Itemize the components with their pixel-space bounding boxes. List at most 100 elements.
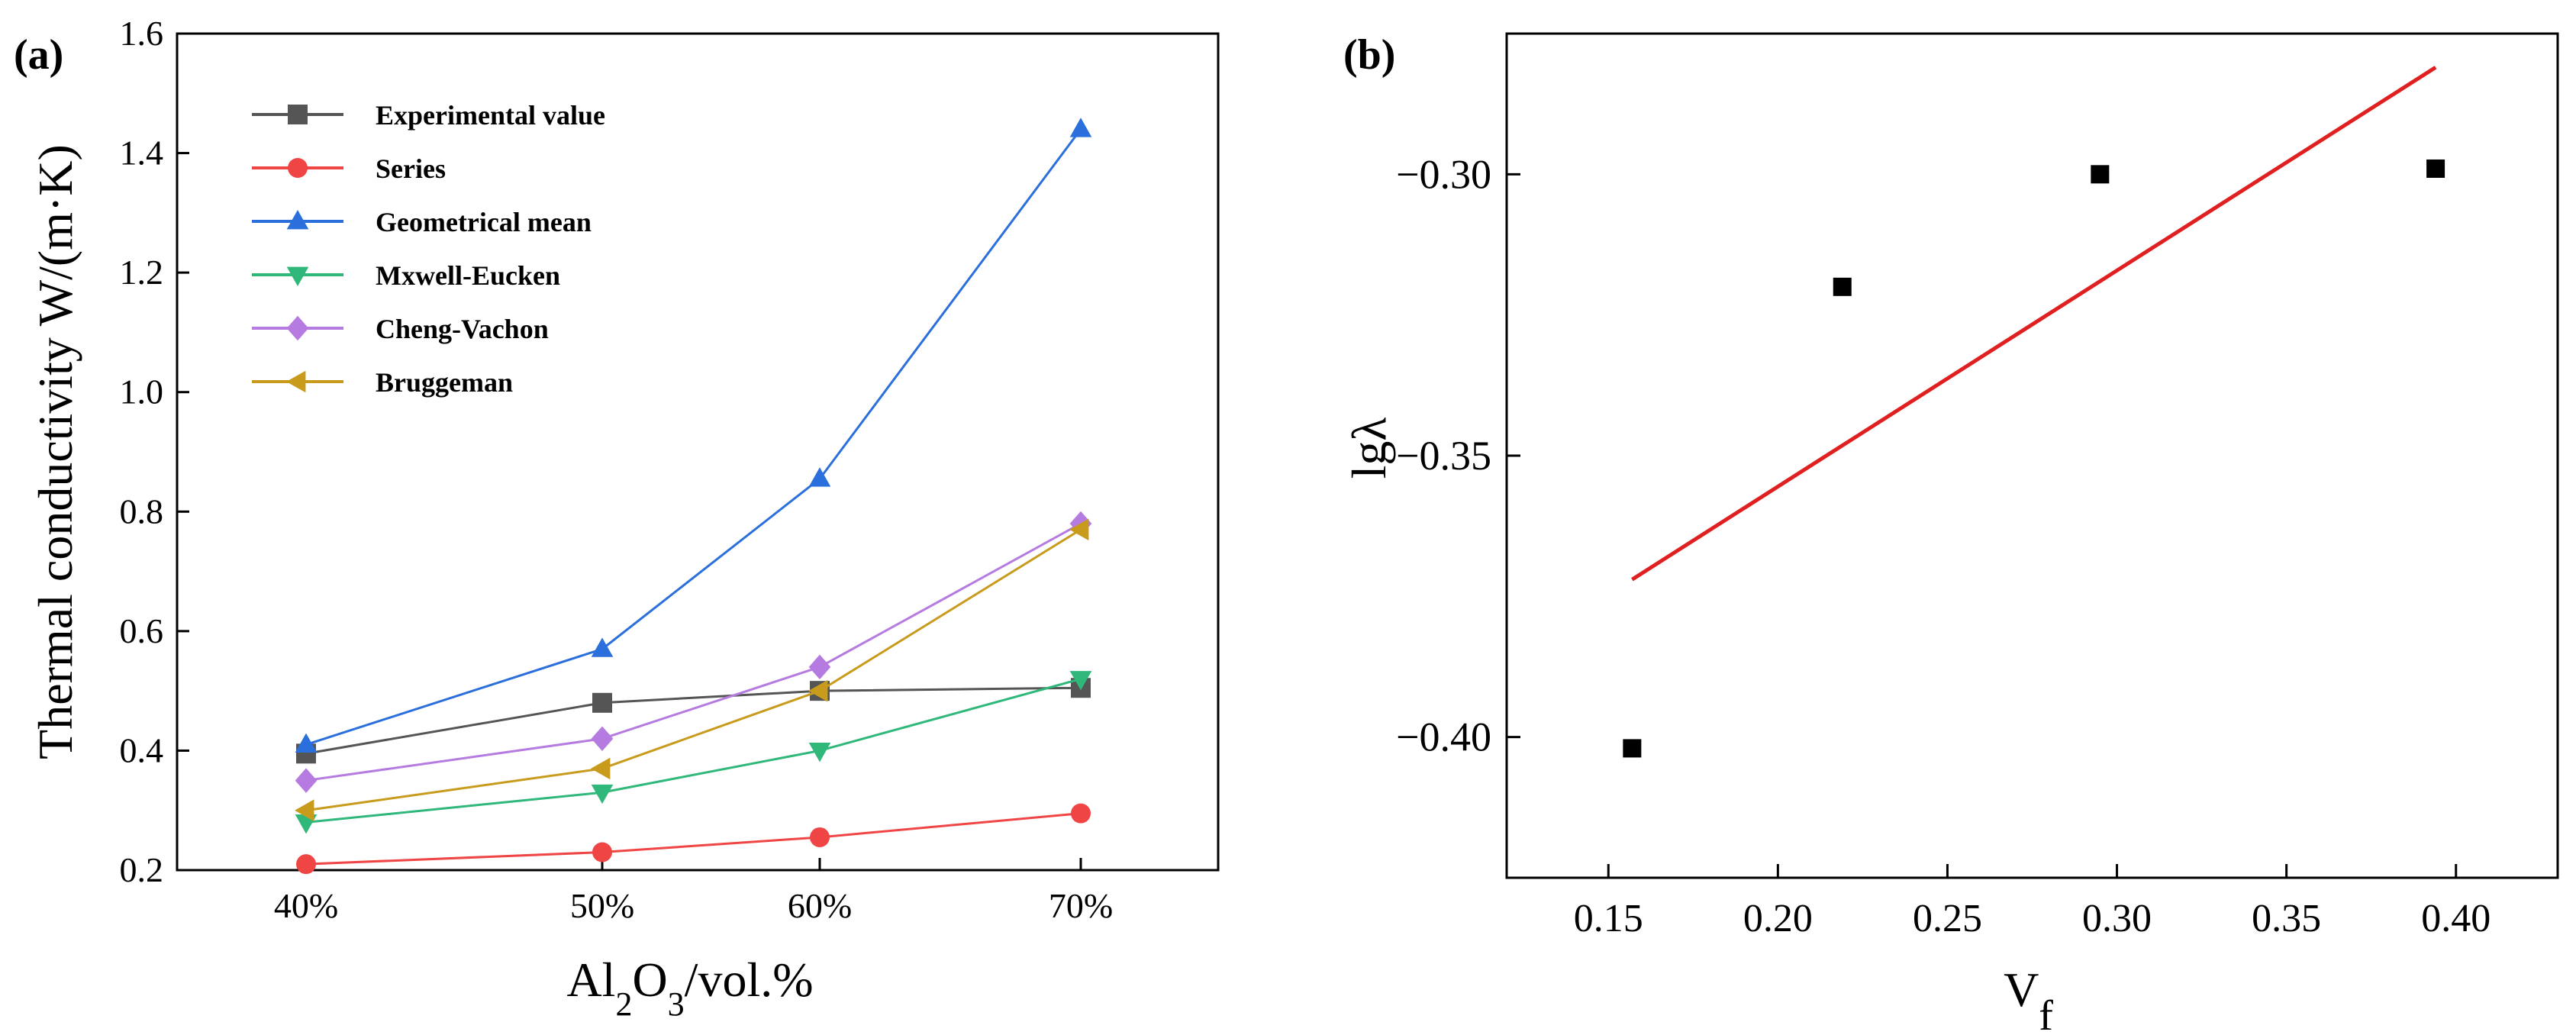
data-point bbox=[591, 726, 614, 752]
legend-item: Mxwell-Eucken bbox=[252, 260, 560, 291]
legend-label: Series bbox=[376, 153, 446, 184]
panel-a-x-axis-title: Al2O3/vol.% bbox=[566, 953, 813, 1023]
y-tick-label: −0.40 bbox=[1396, 714, 1491, 760]
y-tick-label: 0.4 bbox=[120, 730, 164, 769]
legend-marker bbox=[286, 315, 309, 341]
series-line bbox=[305, 128, 1082, 746]
x-title-sub-3: 3 bbox=[668, 985, 685, 1023]
x-tick-label: 50% bbox=[570, 886, 634, 925]
x-title-sub-2: 2 bbox=[615, 985, 632, 1023]
x-title-tail: /vol.% bbox=[685, 953, 814, 1007]
series-line bbox=[305, 528, 1082, 812]
panel-b-label: (b) bbox=[1343, 31, 1395, 79]
series-mxwell-eucken bbox=[295, 671, 1092, 834]
x-title-v: V bbox=[2004, 962, 2039, 1017]
data-point bbox=[592, 842, 612, 862]
panel-b-chart: (b) −0.30 −0.35 −0.40 0.15 0.20 0.25 0.30 0.35… bbox=[1342, 31, 2559, 1035]
data-point bbox=[295, 768, 318, 793]
series-line bbox=[305, 678, 1082, 824]
legend-marker bbox=[288, 158, 308, 178]
data-point bbox=[296, 854, 316, 875]
x-tick-label: 0.35 bbox=[2252, 897, 2321, 940]
panel-a-series-group bbox=[295, 118, 1092, 875]
legend-item: Cheng-Vachon bbox=[252, 314, 549, 344]
x-tick-label: 0.15 bbox=[1574, 897, 1643, 940]
y-tick-label: 1.2 bbox=[120, 253, 164, 292]
data-point bbox=[592, 692, 612, 713]
panel-b-y-axis-title: lgλ bbox=[1342, 418, 1396, 479]
series-geometrical-mean bbox=[295, 118, 1092, 753]
panel-a-plot-frame bbox=[176, 32, 1220, 872]
series-bruggeman bbox=[295, 518, 1089, 822]
legend-label: Experimental value bbox=[376, 100, 605, 131]
x-title-o: O bbox=[632, 953, 667, 1007]
legend-label: Mxwell-Eucken bbox=[376, 260, 560, 291]
data-point bbox=[2091, 165, 2110, 184]
y-tick-label: −0.30 bbox=[1396, 151, 1491, 197]
data-point bbox=[1069, 671, 1092, 691]
legend-marker bbox=[286, 266, 309, 286]
legend-marker bbox=[286, 370, 306, 393]
y-tick-label: 0.6 bbox=[120, 611, 164, 650]
legend-item: Geometrical mean bbox=[252, 207, 592, 237]
legend-item: Experimental value bbox=[252, 100, 605, 131]
data-point bbox=[1071, 803, 1091, 824]
x-tick-label: 60% bbox=[788, 886, 852, 925]
data-point bbox=[591, 637, 614, 657]
legend-item: Series bbox=[252, 153, 446, 184]
data-point bbox=[2426, 159, 2445, 178]
y-tick-label: 1.0 bbox=[120, 372, 164, 411]
panel-b-y-axis: −0.30 −0.35 −0.40 bbox=[1396, 151, 1520, 760]
legend-item: Bruggeman bbox=[252, 367, 513, 398]
legend-label: Bruggeman bbox=[376, 367, 513, 398]
panel-a-x-axis: 40% 50% 60% 70% bbox=[274, 858, 1113, 925]
data-point bbox=[808, 679, 828, 702]
panel-b-x-axis: 0.15 0.20 0.25 0.30 0.35 0.40 bbox=[1574, 864, 2491, 940]
legend-label: Geometrical mean bbox=[376, 207, 592, 237]
series-line bbox=[305, 522, 1082, 782]
data-point bbox=[1069, 518, 1089, 541]
fit-line bbox=[1631, 66, 2437, 582]
x-tick-label: 0.20 bbox=[1743, 897, 1813, 940]
y-tick-label: 0.8 bbox=[120, 492, 164, 530]
data-point bbox=[591, 784, 614, 804]
data-point bbox=[591, 757, 611, 780]
data-point bbox=[808, 467, 831, 487]
y-tick-label: 0.2 bbox=[120, 850, 164, 889]
x-title-sub-f: f bbox=[2039, 992, 2053, 1035]
x-tick-label: 0.25 bbox=[1913, 897, 1982, 940]
x-tick-label: 40% bbox=[274, 886, 338, 925]
data-point bbox=[808, 654, 831, 680]
panel-b-plot-frame bbox=[1505, 32, 2559, 879]
legend-marker bbox=[286, 210, 309, 230]
y-tick-label: −0.35 bbox=[1396, 433, 1491, 479]
x-tick-label: 0.30 bbox=[2082, 897, 2152, 940]
x-tick-label: 70% bbox=[1049, 886, 1113, 925]
series-line bbox=[305, 686, 1082, 755]
data-point bbox=[1069, 118, 1092, 137]
data-point bbox=[295, 799, 314, 822]
data-point bbox=[808, 743, 831, 763]
series-line bbox=[305, 812, 1082, 866]
series-experimental-value bbox=[296, 678, 1091, 764]
panel-a-legend: Experimental value Series Geometrical mean… bbox=[252, 100, 605, 398]
panel-a-chart: (a) 0.2 0.4 0.6 0.8 1.0 1.2 1.4 1.6 40% 50% 60% 70… bbox=[14, 14, 1220, 1023]
panel-a-label: (a) bbox=[14, 31, 63, 79]
data-point bbox=[810, 827, 830, 847]
panel-b-data-group bbox=[1623, 66, 2445, 758]
data-point bbox=[295, 733, 318, 753]
legend-label: Cheng-Vachon bbox=[376, 314, 549, 344]
x-title-al: Al bbox=[566, 953, 615, 1007]
y-tick-label: 1.4 bbox=[120, 134, 164, 172]
panel-a-y-axis: 0.2 0.4 0.6 0.8 1.0 1.2 1.4 1.6 bbox=[120, 14, 189, 889]
legend-marker bbox=[288, 105, 308, 124]
x-tick-label: 0.40 bbox=[2421, 897, 2491, 940]
panel-a-y-axis-title: Thermal conductivity W/(m·K) bbox=[28, 144, 82, 759]
series-cheng-vachon bbox=[295, 511, 1092, 793]
y-tick-label: 1.6 bbox=[120, 14, 164, 53]
data-point bbox=[1623, 739, 1642, 758]
series-series bbox=[296, 803, 1091, 875]
data-point bbox=[1833, 277, 1852, 296]
panel-b-x-axis-title: Vf bbox=[2004, 962, 2053, 1035]
